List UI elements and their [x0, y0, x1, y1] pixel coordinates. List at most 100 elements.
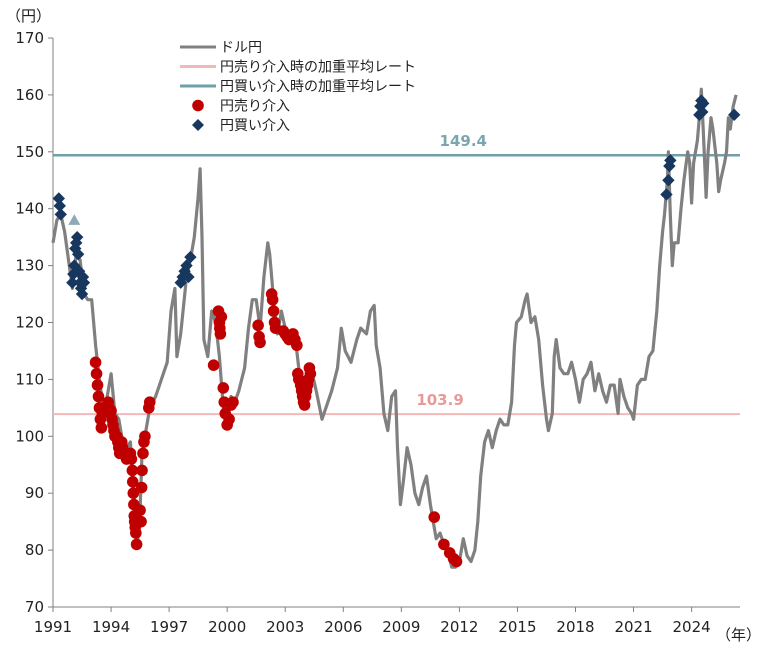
sell-intervention-point — [254, 336, 266, 349]
legend-item-sell: 円売り介入 — [192, 99, 290, 115]
y-tick-label: 170 — [15, 29, 44, 47]
buy-intervention-point — [182, 270, 195, 284]
usdjpy-line — [51, 87, 738, 569]
sell-intervention-point — [304, 367, 317, 380]
sell-intervention-point — [428, 511, 441, 523]
sell-intervention-point — [139, 430, 151, 443]
x-tick-label: 2009 — [382, 618, 420, 636]
y-tick-label: 70 — [25, 598, 44, 616]
y-tick-label: 80 — [25, 541, 44, 559]
x-tick-label: 2021 — [614, 618, 652, 636]
sell-intervention-point — [291, 339, 303, 352]
buy-intervention-point — [662, 174, 675, 187]
triangle-marker-point — [68, 214, 81, 225]
sell-intervention-point — [136, 464, 148, 477]
buy-intervention-point — [69, 242, 82, 255]
y-tick-label: 150 — [15, 143, 44, 161]
legend-item-buy: 円買い介入 — [192, 118, 290, 134]
legend-item-buy_avg: 円買い介入時の加重平均レート — [180, 79, 416, 95]
buy-intervention-point — [727, 108, 741, 122]
x-tick-label: 2012 — [440, 618, 478, 636]
y-tick-label: 100 — [15, 427, 44, 445]
buy_avg-reference-label: 149.4 — [440, 132, 487, 150]
sell-intervention-point — [215, 311, 228, 323]
sell-intervention-point — [127, 487, 140, 500]
buy-intervention-point — [71, 248, 85, 261]
legend-swatch — [192, 119, 204, 131]
x-unit-label: （年） — [716, 626, 760, 644]
legend: ドル円円売り介入時の加重平均レート円買い介入時の加重平均レート円売り介入円買い介… — [180, 40, 416, 134]
legend-swatch — [192, 99, 204, 112]
buy-intervention-point — [184, 250, 197, 264]
reference-lines — [53, 153, 740, 416]
x-tick-label: 1997 — [150, 618, 188, 636]
y-tick-label: 130 — [15, 257, 44, 275]
sell-intervention-point — [135, 515, 147, 528]
sell-intervention-point — [91, 379, 104, 391]
y-tick-label: 160 — [15, 86, 44, 104]
sell-intervention-point — [89, 356, 102, 369]
buy-intervention-point — [664, 154, 677, 167]
sell-intervention-point — [214, 328, 227, 340]
usdjpy-series-line — [51, 87, 738, 569]
x-tick-label: 1991 — [34, 618, 72, 636]
buy-intervention-point — [53, 199, 66, 213]
legend-label: 円買い介入 — [220, 118, 290, 134]
sell-intervention-point — [137, 447, 149, 460]
sell-intervention-point — [438, 538, 450, 551]
buy-intervention-point — [66, 276, 79, 289]
sell-intervention-point — [217, 382, 230, 394]
legend-label: 円買い介入時の加重平均レート — [220, 79, 416, 95]
legend-label: 円売り介入時の加重平均レート — [220, 60, 416, 76]
x-tick-label: 2000 — [208, 618, 246, 636]
sell-intervention-point — [450, 555, 463, 568]
buy-intervention-point — [697, 97, 710, 110]
sell_avg-reference-label: 103.9 — [416, 391, 463, 409]
y-tick-label: 140 — [15, 200, 44, 218]
buy-intervention-point — [180, 259, 193, 272]
axes: 70 80 90 100 110 120 130 140 150 160 170 1991 1994 19… — [15, 29, 740, 636]
reference-line-labels: 103.9 149.4 — [416, 132, 487, 409]
x-tick-label: 2003 — [266, 618, 304, 636]
y-tick-label: 90 — [25, 484, 44, 502]
sell-intervention-point — [130, 538, 143, 551]
legend-item-usdjpy: ドル円 — [180, 40, 262, 56]
buy-intervention-point — [67, 267, 80, 281]
sell-intervention-point — [227, 396, 239, 408]
sell-intervention-point — [223, 413, 235, 426]
buy-intervention-point — [54, 208, 67, 221]
sell-intervention-point — [135, 481, 148, 494]
sell-intervention-point — [267, 305, 280, 317]
sell-intervention-point — [207, 359, 220, 371]
sell-intervention-point — [134, 504, 146, 517]
sell-intervention-point — [252, 319, 264, 332]
sell-intervention-point — [105, 404, 117, 417]
sell-intervention-point — [95, 421, 108, 434]
x-tick-label: 1994 — [92, 618, 130, 636]
buy-intervention-point — [70, 230, 84, 244]
legend-label: 円売り介入 — [220, 99, 290, 115]
sell-intervention-point — [130, 527, 142, 539]
x-tick-label: 2024 — [673, 618, 711, 636]
legend-item-sell_avg: 円売り介入時の加重平均レート — [180, 60, 416, 76]
y-tick-label: 110 — [15, 370, 44, 388]
buy-intervention-point — [52, 192, 66, 205]
sell-intervention-point — [126, 476, 139, 488]
y-unit-label: （円） — [6, 7, 51, 25]
buy-intervention-point — [696, 105, 709, 119]
sell-intervention-point — [90, 367, 103, 380]
intervention-markers — [52, 94, 741, 568]
buy-intervention-point — [70, 236, 83, 250]
sell-intervention-point — [143, 396, 156, 408]
sell-intervention-point — [126, 464, 139, 477]
buy-intervention-point — [75, 287, 89, 301]
x-tick-label: 2018 — [556, 618, 594, 636]
y-tick-label: 120 — [15, 314, 44, 332]
sell-intervention-point — [266, 293, 279, 306]
x-tick-label: 2006 — [324, 618, 362, 636]
sell-intervention-point — [298, 399, 311, 411]
legend-label: ドル円 — [220, 40, 262, 56]
sell-intervention-point — [125, 453, 138, 465]
buy-intervention-point — [77, 276, 91, 289]
